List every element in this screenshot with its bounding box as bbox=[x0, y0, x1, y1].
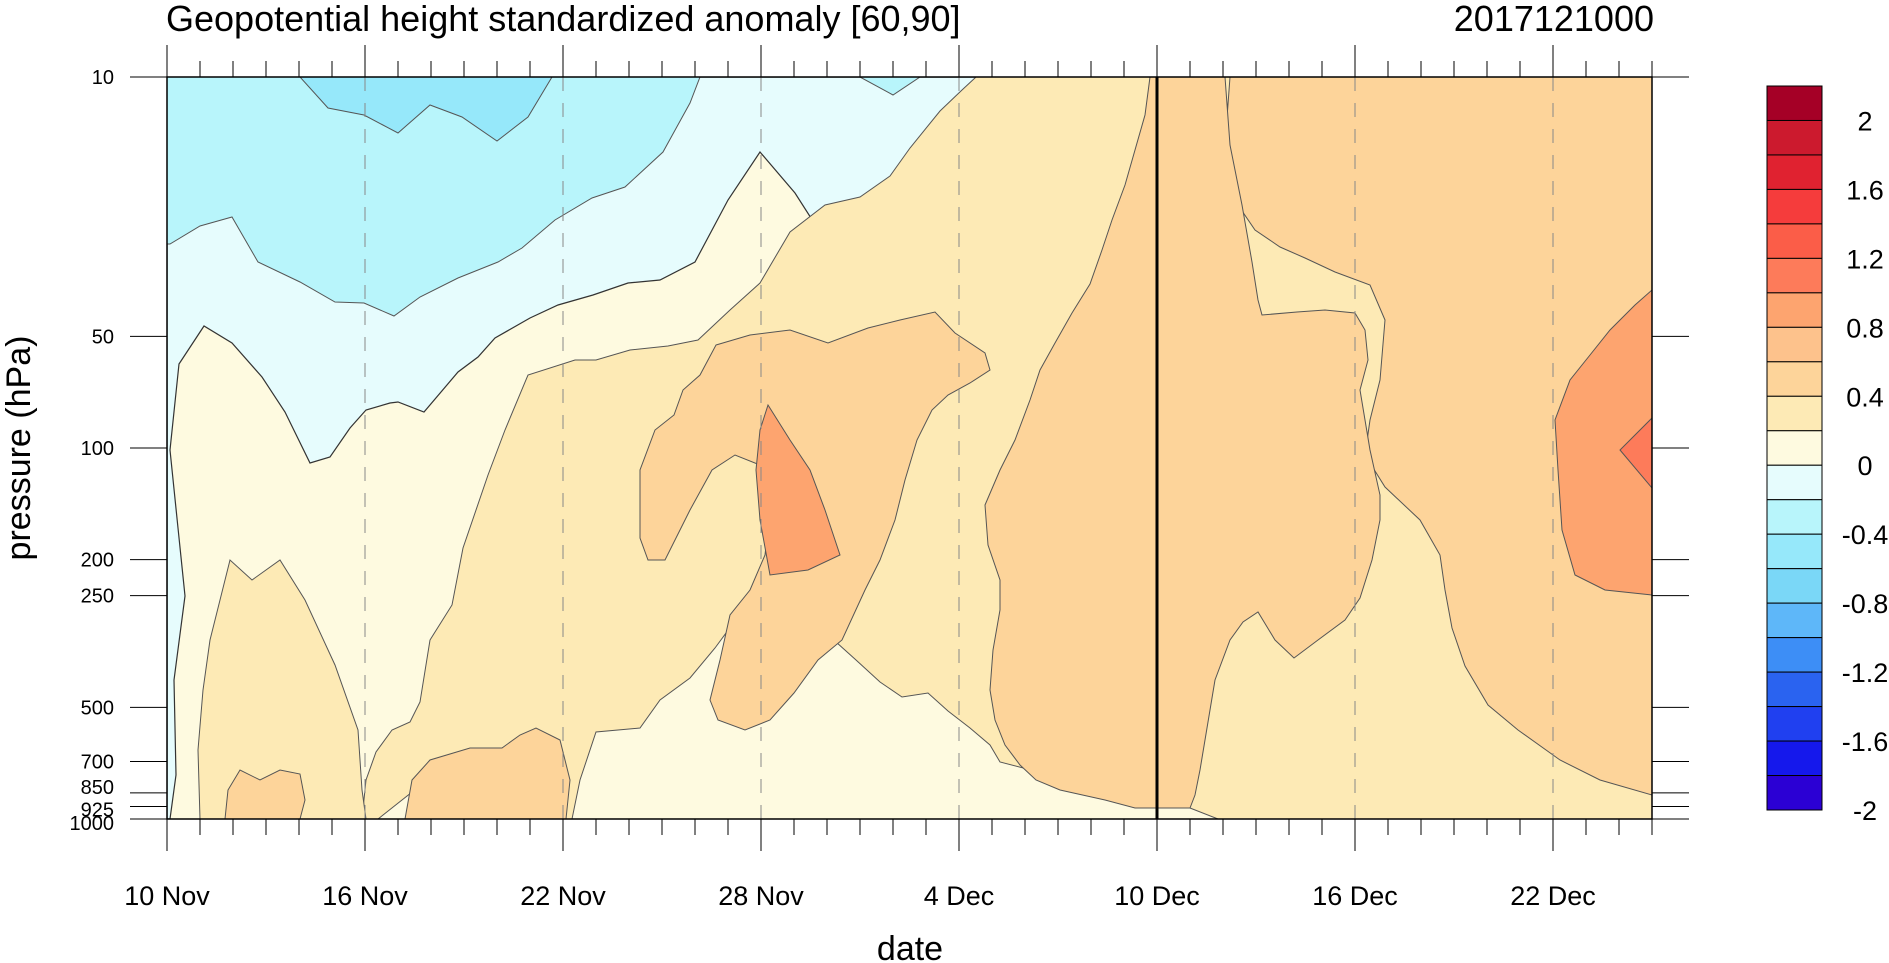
y-tick-label: 10 bbox=[92, 67, 114, 89]
field-band-neg04-east bbox=[859, 77, 921, 96]
colorbar-label: -0.8 bbox=[1842, 589, 1889, 619]
field-band-04-south bbox=[404, 727, 571, 819]
colorbar-label: 0.4 bbox=[1846, 382, 1884, 412]
colorbar-swatch bbox=[1766, 326, 1823, 363]
field-band-04-sw bbox=[224, 769, 306, 819]
field-band-neg04 bbox=[167, 77, 701, 317]
colorbar: 2 1.6 1.2 0.8 0.4 0 -0.4 -0.8 -1.2 -1.6 -2 bbox=[1766, 85, 1889, 826]
x-tick-label: 10 Dec bbox=[1114, 881, 1200, 911]
x-tick-label: 28 Nov bbox=[718, 881, 804, 911]
y-tick-label: 500 bbox=[81, 697, 114, 719]
colorbar-swatch bbox=[1766, 292, 1823, 328]
colorbar-label: -2 bbox=[1853, 796, 1877, 826]
x-tick-label: 10 Nov bbox=[124, 881, 210, 911]
colorbar-swatch bbox=[1766, 430, 1823, 466]
colorbar-swatch bbox=[1766, 740, 1823, 777]
colorbar-label: -1.2 bbox=[1842, 658, 1889, 688]
colorbar-swatch bbox=[1766, 499, 1823, 535]
colorbar-swatch bbox=[1766, 85, 1823, 121]
colorbar-swatch bbox=[1766, 637, 1823, 673]
y-tick-label: 200 bbox=[81, 550, 114, 572]
x-tick-label: 4 Dec bbox=[924, 881, 995, 911]
y-tick-label: 850 bbox=[81, 777, 114, 799]
y-axis-title: pressure (hPa) bbox=[0, 336, 38, 561]
chart-title: Geopotential height standardized anomaly… bbox=[166, 0, 961, 39]
anomaly-field bbox=[167, 77, 1652, 819]
colorbar-label: -1.6 bbox=[1842, 727, 1889, 757]
field-band-10 bbox=[1619, 417, 1652, 489]
y-tick-label: 925 bbox=[81, 799, 114, 821]
field-band-02-sw bbox=[197, 559, 367, 819]
colorbar-label: -0.4 bbox=[1842, 520, 1889, 550]
colorbar-swatch bbox=[1766, 119, 1823, 156]
colorbar-label: 1.2 bbox=[1846, 244, 1884, 274]
field-band-04-mid bbox=[984, 77, 1381, 809]
y-tick-label: 250 bbox=[81, 586, 114, 608]
field-band-08 bbox=[1554, 289, 1652, 596]
x-tick-label: 16 Dec bbox=[1312, 881, 1398, 911]
x-axis: 10 Nov 16 Nov 22 Nov 28 Nov 4 Dec 10 Dec 16 De… bbox=[124, 45, 1653, 911]
colorbar-swatch bbox=[1766, 671, 1823, 708]
colorbar-swatch bbox=[1766, 706, 1823, 742]
colorbar-label: 0.8 bbox=[1846, 313, 1884, 343]
colorbar-swatch bbox=[1766, 775, 1823, 811]
colorbar-swatch bbox=[1766, 154, 1823, 190]
x-tick-label: 22 Nov bbox=[520, 881, 606, 911]
x-tick-label: 16 Nov bbox=[322, 881, 408, 911]
colorbar-swatch bbox=[1766, 533, 1823, 570]
colorbar-swatch bbox=[1766, 568, 1823, 604]
colorbar-swatch bbox=[1766, 602, 1823, 639]
y-tick-label: 50 bbox=[92, 326, 114, 348]
field-band-neg06 bbox=[299, 77, 553, 142]
colorbar-label: 0 bbox=[1857, 451, 1872, 481]
y-tick-label: 100 bbox=[81, 438, 114, 460]
colorbar-label: 2 bbox=[1857, 106, 1872, 136]
y-tick-label: 700 bbox=[81, 752, 114, 774]
field-band-08-inner bbox=[755, 403, 841, 576]
y-tick-label: 1000 bbox=[70, 813, 115, 835]
colorbar-swatch bbox=[1766, 257, 1823, 294]
colorbar-swatch bbox=[1766, 188, 1823, 225]
colorbar-swatch bbox=[1766, 223, 1823, 259]
colorbar-swatch bbox=[1766, 395, 1823, 432]
x-tick-label: 22 Dec bbox=[1510, 881, 1596, 911]
x-axis-title: date bbox=[877, 930, 943, 963]
colorbar-swatch bbox=[1766, 464, 1823, 501]
colorbar-label: 1.6 bbox=[1846, 175, 1884, 205]
colorbar-swatch bbox=[1766, 361, 1823, 397]
chart-date-label: 2017121000 bbox=[1453, 0, 1654, 39]
